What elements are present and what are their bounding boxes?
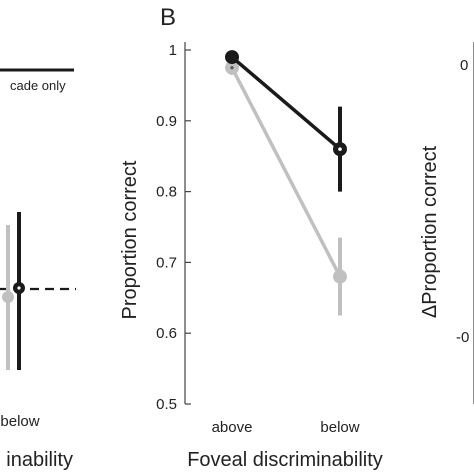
panel-b-point-center [338, 147, 342, 151]
panel-b-ytick-label: 0.6 [156, 325, 177, 342]
panel-b-point-gray [333, 269, 347, 284]
panel-b-ylabel: Proportion correct [119, 160, 141, 319]
panel-b-label: B [160, 4, 176, 31]
panel-b-ytick-label: 0.7 [156, 254, 177, 271]
panel-b-series-line-black [230, 55, 342, 151]
left-black-point-dot [17, 286, 21, 290]
panel-b-ytick-label: 0.9 [156, 113, 177, 130]
panel-b-x-ticks: above below [212, 419, 360, 436]
left-gray-point [2, 291, 14, 303]
panel-b-ytick-label: 1 [169, 42, 177, 59]
panel-b-xlabel: Foveal discriminability [187, 449, 383, 471]
left-legend-text: cade only [10, 78, 66, 93]
right-panel-ylabel: ΔProportion correct [419, 145, 441, 318]
panel-b-series-line-gray [230, 66, 342, 278]
left-panel: cade only below inability [0, 68, 76, 471]
right-tick-top: 0 [460, 57, 468, 74]
left-x-tick-below: below [0, 413, 39, 430]
panel-b-xtick-label: below [320, 419, 359, 436]
panel-b-y-ticks: 0.5 0.6 0.7 0.8 0.9 1 [156, 42, 191, 413]
panel-b-ytick-label: 0.8 [156, 184, 177, 201]
panel-b-point-black [225, 50, 239, 65]
left-xlabel-fragment: inability [6, 449, 73, 471]
right-panel: 0 -0 ΔProportion correct [419, 42, 474, 404]
right-tick-bottom: -0 [456, 329, 469, 346]
panel-b-point-center [230, 66, 234, 70]
panel-b-ytick-label: 0.5 [156, 396, 177, 413]
panel-b: B 0.5 0.6 0.7 0.8 0.9 1 above below Proportion… [119, 4, 383, 471]
panel-b-series [225, 50, 347, 316]
panel-b-xtick-label: above [212, 419, 253, 436]
